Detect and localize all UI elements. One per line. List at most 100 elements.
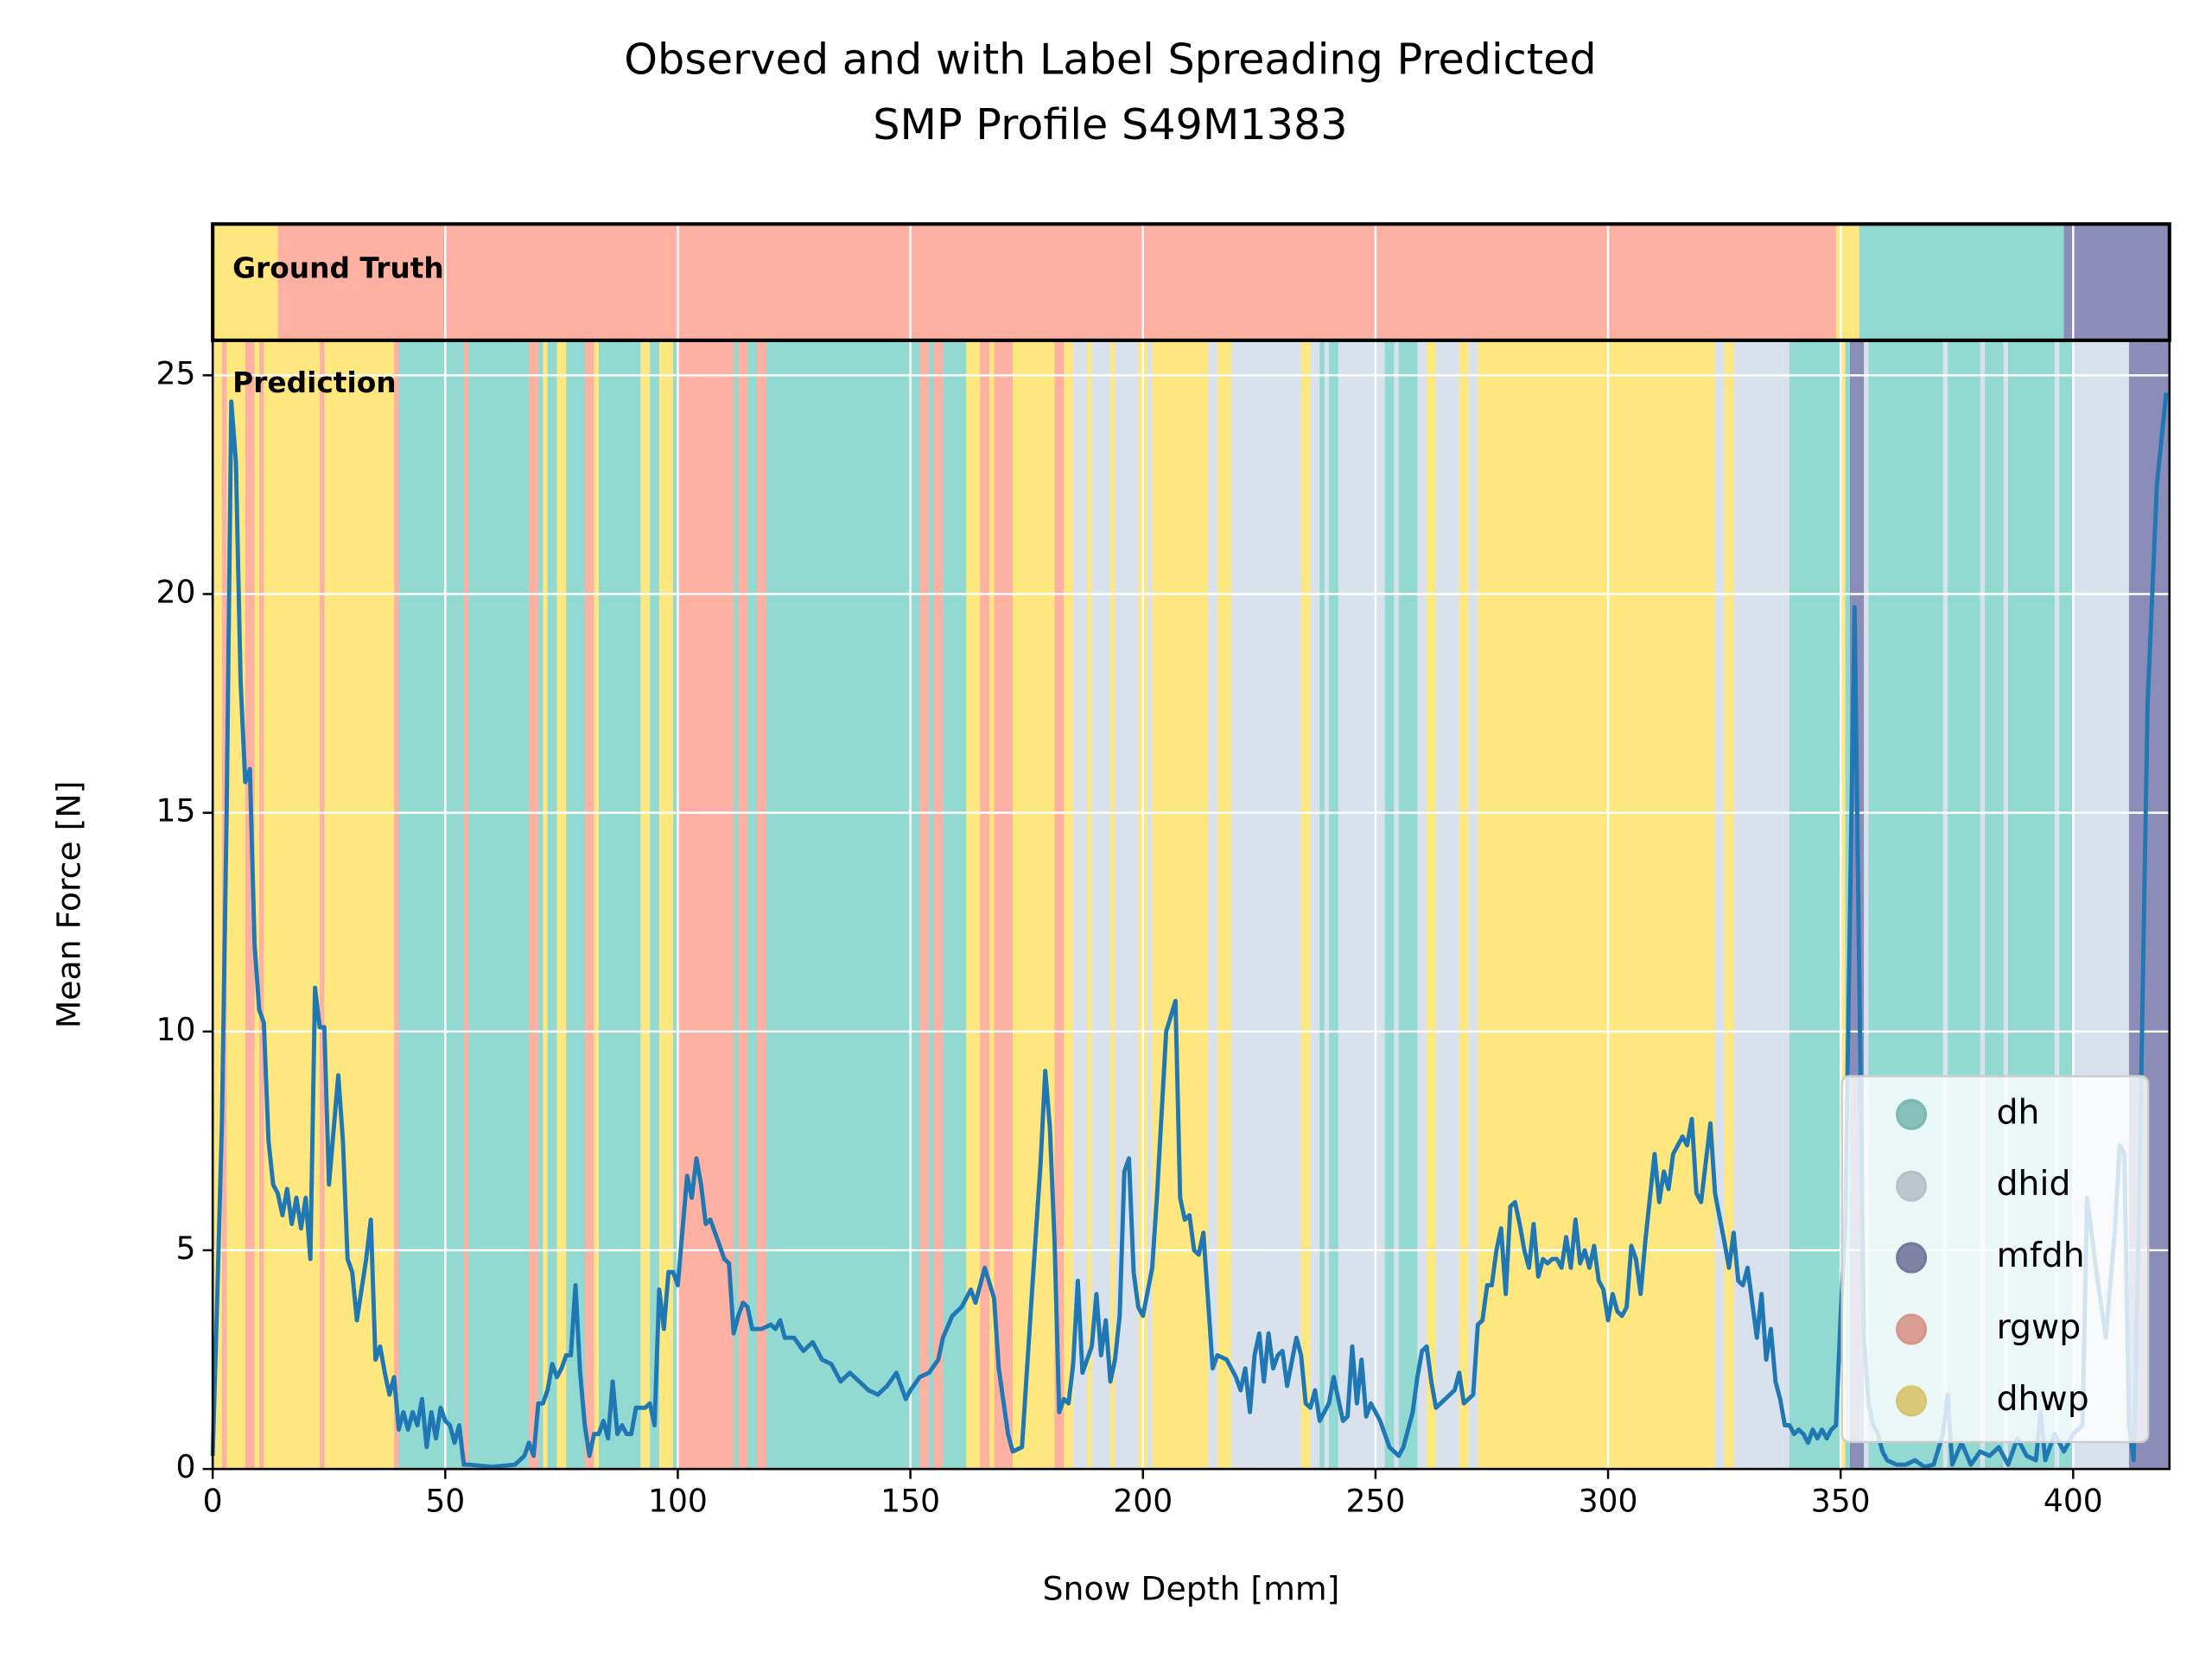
class-segment — [1310, 340, 1320, 1470]
class-segment — [258, 340, 265, 1470]
legend-marker — [1896, 1242, 1928, 1274]
class-segment — [1329, 340, 1339, 1470]
class-segment — [1013, 340, 1056, 1470]
class-segment — [1942, 340, 1948, 1470]
class-segment — [1152, 340, 1209, 1470]
class-segment — [1319, 340, 1325, 1470]
class-segment — [213, 224, 279, 340]
class-segment — [1338, 340, 1386, 1470]
class-segment — [1789, 340, 1841, 1470]
force-line — [210, 392, 2169, 1470]
legend-marker — [1896, 1385, 1928, 1417]
class-segment — [1714, 340, 1726, 1470]
data-lines — [210, 392, 2169, 1470]
class-segment — [1840, 340, 1847, 1470]
class-segment — [933, 340, 944, 1470]
y-tick-label: 25 — [156, 354, 196, 391]
class-segment — [2003, 340, 2009, 1470]
class-segment — [673, 340, 679, 1470]
class-segment — [594, 340, 600, 1470]
panel-label: Prediction — [232, 366, 397, 399]
y-tick-label: 0 — [175, 1448, 195, 1485]
class-segment — [245, 340, 256, 1470]
class-segment — [1073, 340, 1088, 1470]
chart-subtitle: SMP Profile S49M1383 — [873, 99, 1347, 149]
class-segment — [556, 340, 567, 1470]
class-segment — [989, 340, 995, 1470]
legend-label: mfdh — [1997, 1236, 2085, 1275]
class-segment — [324, 340, 395, 1470]
class-segment — [264, 340, 321, 1470]
class-segment — [1208, 340, 1218, 1470]
x-tick-label: 250 — [1345, 1482, 1405, 1519]
class-segment — [1724, 340, 1735, 1470]
class-segment — [1980, 340, 1986, 1470]
class-segment — [1091, 340, 1111, 1470]
x-tick-label: 0 — [203, 1482, 223, 1519]
class-segment — [566, 340, 586, 1470]
legend-label: rgwp — [1997, 1307, 2082, 1347]
class-segment — [598, 340, 642, 1470]
class-segment — [650, 340, 660, 1470]
class-segment — [756, 340, 767, 1470]
class-segment — [2054, 340, 2060, 1470]
class-segment — [1417, 340, 1427, 1470]
y-tick-label: 10 — [156, 1011, 196, 1048]
y-tick-label: 5 — [175, 1230, 195, 1267]
legend-marker — [1896, 1098, 1928, 1130]
class-segment — [1427, 340, 1437, 1470]
x-tick-label: 50 — [425, 1482, 465, 1519]
x-tick-label: 100 — [648, 1482, 708, 1519]
class-segment — [1435, 340, 1460, 1470]
class-segment — [394, 340, 400, 1470]
class-segment — [1864, 340, 1870, 1470]
legend-marker — [1896, 1313, 1928, 1345]
class-segment — [1384, 340, 1395, 1470]
class-segment — [738, 340, 748, 1470]
class-segment — [537, 340, 544, 1470]
class-segment — [677, 340, 734, 1470]
class-segment — [398, 340, 465, 1470]
class-segment — [213, 340, 223, 1470]
class-segment — [254, 340, 260, 1470]
class-segment — [1231, 340, 1302, 1470]
strip-label: Ground Truth — [232, 251, 444, 284]
class-segment — [640, 340, 651, 1470]
class-segment — [1394, 340, 1400, 1470]
class-segment — [547, 340, 558, 1470]
class-segment — [319, 340, 326, 1470]
legend-label: dhid — [1997, 1164, 2071, 1204]
x-tick-label: 200 — [1113, 1482, 1173, 1519]
class-segment — [1054, 340, 1065, 1470]
class-segment — [1468, 340, 1478, 1470]
y-tick-label: 20 — [156, 574, 196, 611]
class-segment — [1217, 340, 1232, 1470]
y-tick-label: 15 — [156, 792, 196, 830]
y-axis-label: Mean Force [N] — [50, 781, 88, 1029]
x-tick-label: 150 — [880, 1482, 940, 1519]
chart-title: Observed and with Label Spreading Predic… — [624, 35, 1596, 85]
class-segment — [584, 340, 595, 1470]
class-segment — [994, 340, 1014, 1470]
class-segment — [463, 340, 469, 1470]
class-segment — [1859, 224, 2065, 340]
class-segment — [1110, 340, 1116, 1470]
plot-frame — [211, 339, 2171, 1471]
class-segment — [529, 340, 539, 1470]
class-segment — [980, 340, 990, 1470]
class-segment — [1300, 340, 1312, 1470]
x-tick-label: 350 — [1811, 1482, 1871, 1519]
class-segment — [734, 340, 740, 1470]
legend-label: dhwp — [1997, 1379, 2089, 1419]
class-segment — [1064, 340, 1074, 1470]
class-segment — [1845, 340, 1851, 1470]
class-segment — [1398, 340, 1418, 1470]
x-tick-label: 400 — [2044, 1482, 2103, 1519]
class-segment — [543, 340, 549, 1470]
class-segment — [943, 340, 967, 1470]
legend-marker — [1896, 1170, 1928, 1202]
class-segment — [747, 340, 758, 1470]
class-segment — [277, 224, 1837, 340]
